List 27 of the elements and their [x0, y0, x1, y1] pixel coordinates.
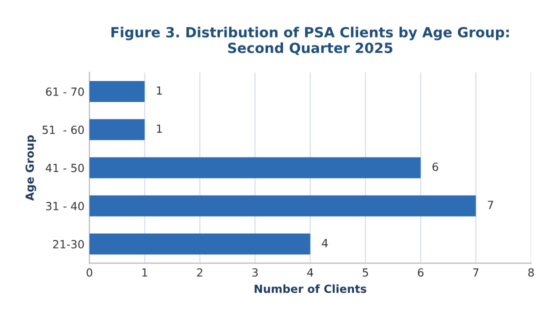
y-tick-label: 51 - 60	[42, 126, 84, 134]
x-tick-label: 1	[142, 268, 148, 277]
chart-title: Figure 3. Distribution of PSA Clients by Age Group: Second Quarter 2025	[111, 26, 509, 55]
bar	[89, 157, 421, 178]
y-axis-title: Age Group	[26, 135, 36, 201]
x-tick-label: 7	[473, 268, 478, 277]
x-tick-label: 2	[197, 268, 202, 277]
data-label: 7	[488, 200, 494, 209]
bar	[89, 81, 145, 102]
data-label: 1	[156, 86, 162, 95]
y-tick-label: 41 - 50	[46, 164, 84, 172]
y-tick-label: 31 - 40	[46, 202, 84, 210]
data-label: 1	[156, 124, 162, 133]
y-tick-label: 21-30	[53, 240, 84, 248]
x-tick-label: 4	[307, 268, 314, 277]
x-axis-title: Number of Clients	[254, 284, 366, 293]
x-tick-label: 6	[418, 268, 424, 277]
bar	[89, 234, 310, 255]
x-tick-label: 8	[528, 268, 534, 277]
y-tick-label: 61 - 70	[46, 88, 84, 96]
x-tick-label: 0	[86, 268, 92, 277]
x-tick-label: 3	[252, 268, 258, 277]
bar	[89, 119, 145, 140]
bar	[89, 195, 476, 216]
data-label: 6	[432, 162, 438, 172]
x-tick-label: 5	[362, 268, 368, 277]
data-label: 4	[322, 239, 328, 248]
